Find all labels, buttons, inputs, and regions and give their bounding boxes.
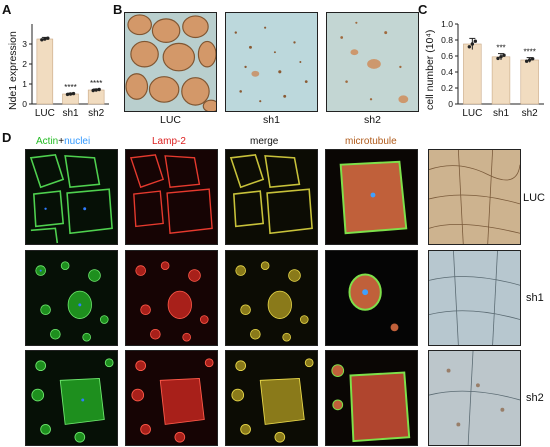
data-point [502,53,506,57]
data-point [97,87,101,92]
bar [36,38,54,105]
y-tick-label: 0 [22,99,27,109]
data-point [40,38,44,42]
x-tick-label: sh2 [88,108,105,119]
panel-c-chart: 0 0.2 0.4 0.6 0.8 1.0 LUC *** sh1 **** sh2 [441,19,544,119]
lamp2-image-sh2 [125,350,218,446]
panel-letter-a: A [2,2,12,17]
data-point [71,91,76,96]
panel-d-header-merge: merge [250,136,279,147]
bar [87,89,105,105]
y-tick-label: 1.0 [441,19,453,29]
data-point [473,39,478,43]
data-point [470,42,475,46]
lamp2-image-luc [125,149,218,245]
microtubule-image-sh2 [325,350,418,446]
lamp2-image-sh1 [125,250,218,346]
panel-b-label-sh2: sh2 [364,114,381,126]
microtubule-image-sh1 [325,250,418,346]
data-point [91,88,95,93]
panel-c-ylabel: cell number (10⁴) [424,29,436,110]
x-tick-label: sh1 [493,108,510,119]
x-tick-label: LUC [462,108,482,119]
y-tick-label: 0.2 [441,83,453,93]
y-tick-label: 0.8 [441,35,453,45]
data-point [43,37,47,41]
bar [463,43,482,105]
panel-b-label-luc: LUC [159,114,181,126]
panel-d-header-microtubule: microtubule [345,136,397,147]
panel-b-image-sh1 [225,12,318,112]
panel-a-chart: 0 1 2 3 LUC **** sh1 **** sh2 [22,24,109,119]
y-tick-label: 1 [22,79,27,89]
panel-letter-c: C [418,2,428,17]
y-tick-label: 2 [22,59,27,69]
data-point [46,36,50,40]
data-point [65,92,70,97]
y-tick-label: 3 [22,39,27,49]
brightfield-image-sh2 [428,350,521,446]
row-label-luc: LUC [523,192,546,204]
y-tick-label: 0.6 [441,51,453,61]
header-actin: Actin [36,136,59,147]
merge-image-sh1 [225,250,318,346]
x-tick-label: LUC [35,108,55,119]
brightfield-image-sh1 [428,250,521,346]
brightfield-image-luc [428,149,521,245]
x-tick-label: sh2 [522,108,539,119]
data-point [496,56,500,61]
significance-label: **** [64,83,76,92]
bar [491,56,511,105]
microtubule-image-luc [325,149,418,245]
panel-b-image-luc [124,12,217,112]
x-tick-label: sh1 [62,108,79,119]
panel-b-label-sh1: sh1 [263,114,280,126]
panel-letter-b: B [113,2,123,17]
data-point [68,92,73,96]
y-tick-label: 0 [448,99,453,109]
y-tick-label: 0.4 [441,67,453,77]
significance-label: **** [90,79,102,88]
header-plus: + [58,136,65,147]
panel-b-image-sh2 [326,12,419,112]
panel-d-header-lamp2: Lamp-2 [152,136,186,147]
significance-label: **** [523,48,535,57]
data-point [530,57,535,61]
data-point [499,55,503,59]
actin-image-sh2 [25,350,118,446]
data-point [527,58,532,62]
significance-label: *** [496,44,505,53]
bar [520,59,539,105]
row-label-sh1: sh1 [526,292,544,304]
actin-image-sh1 [25,250,118,346]
merge-image-luc [225,149,318,245]
panel-d-header-actin-nuclei: Actin+nuclei [36,136,90,147]
merge-image-sh2 [225,350,318,446]
header-nuclei: nuclei [64,136,91,147]
data-point [94,88,98,92]
data-point [524,59,529,63]
panel-letter-d: D [2,130,12,145]
actin-image-luc [25,149,118,245]
data-point [467,45,472,49]
row-label-sh2: sh2 [526,392,544,404]
